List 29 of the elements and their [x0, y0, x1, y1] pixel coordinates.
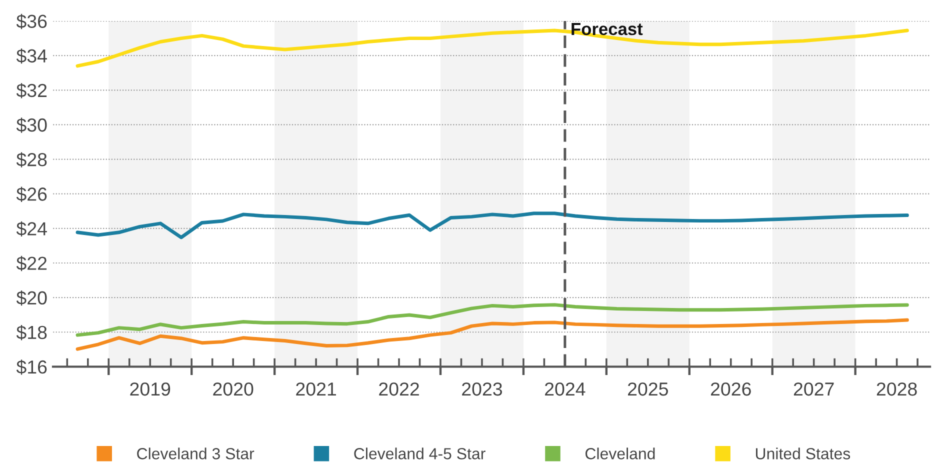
- y-tick-label: $34: [16, 48, 47, 64]
- x-tick-label: 2028: [876, 382, 917, 396]
- line-series: [76, 303, 909, 337]
- legend-label: Cleveland 3 Star: [137, 448, 254, 460]
- y-tick-label: $24: [16, 221, 47, 237]
- x-tick-label: 2026: [710, 382, 751, 396]
- x-tick-label: 2022: [379, 382, 419, 396]
- y-tick-label: $16: [16, 360, 47, 375]
- x-tick-label: 2027: [794, 382, 834, 396]
- x-tick-label: 2023: [462, 382, 502, 396]
- x-tick-label: 2019: [130, 382, 170, 396]
- x-tick-label: 2020: [213, 382, 254, 396]
- line-series: [76, 318, 909, 351]
- y-tick-label: $26: [16, 186, 47, 202]
- x-tick-label: 2021: [296, 382, 336, 396]
- x-tick-label: 2025: [628, 382, 668, 396]
- line-series: [76, 212, 909, 240]
- y-tick-label: $18: [16, 325, 47, 340]
- legend-label: United States: [756, 448, 850, 460]
- legend-label: Cleveland 4-5 Star: [354, 448, 486, 460]
- x-tick-label: 2024: [545, 382, 586, 396]
- legend-label: Cleveland: [586, 448, 655, 460]
- y-tick-label: $30: [16, 118, 47, 133]
- y-tick-label: $20: [16, 290, 47, 306]
- ref-line-label: Forecast: [572, 23, 643, 36]
- y-tick-label: $36: [16, 14, 47, 30]
- y-tick-label: $22: [16, 256, 47, 272]
- y-tick-label: $28: [16, 152, 47, 168]
- y-tick-label: $32: [16, 83, 47, 98]
